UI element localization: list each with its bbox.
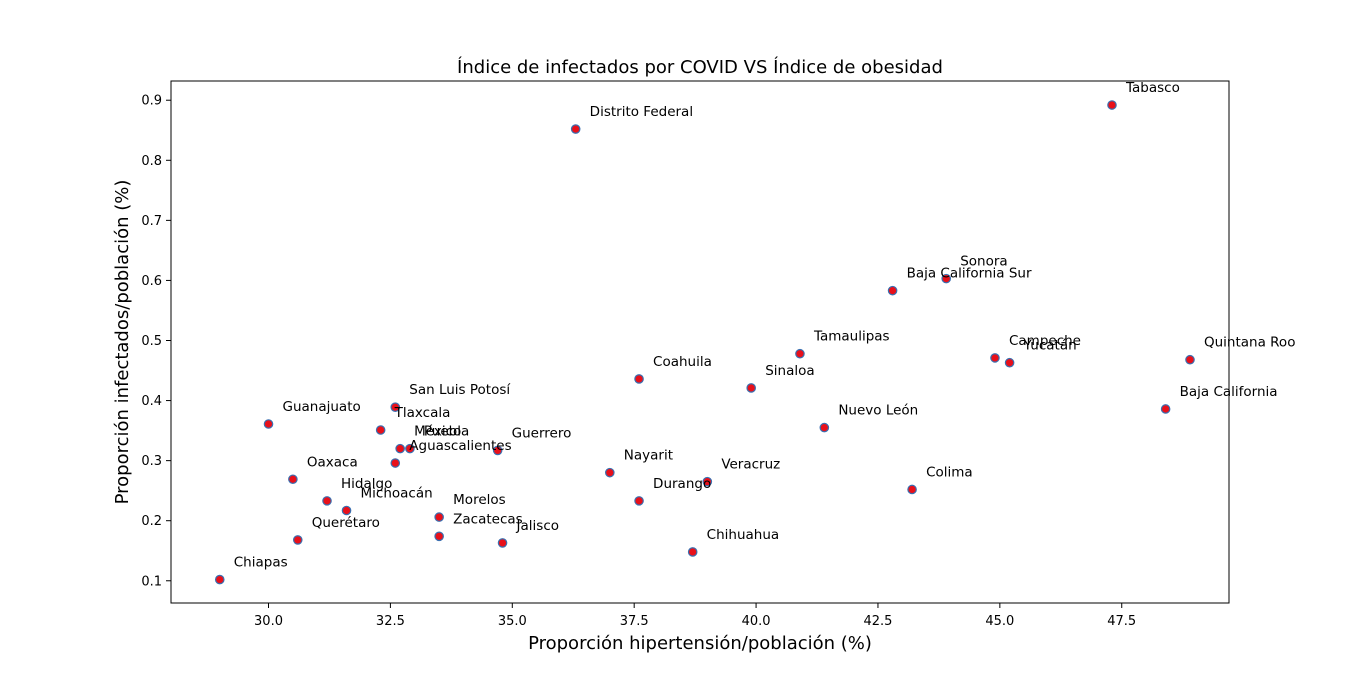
data-point — [263, 419, 274, 429]
data-point — [795, 348, 805, 359]
point-label: Hidalgo — [341, 476, 392, 492]
y-tick-label: 0.8 — [141, 154, 162, 169]
x-tick-label: 42.5 — [863, 614, 892, 629]
data-point — [1185, 354, 1195, 365]
x-tick-label: 32.5 — [376, 614, 405, 629]
point-label: Querétaro — [312, 515, 380, 531]
data-point — [292, 535, 303, 545]
data-point — [492, 445, 503, 456]
y-tick-label: 0.3 — [141, 454, 162, 469]
data-point — [322, 496, 332, 506]
point-label: Durango — [653, 476, 711, 492]
data-point — [941, 273, 952, 284]
y-tick-label: 0.1 — [141, 574, 162, 589]
point-label: Guanajuato — [283, 399, 361, 415]
data-point — [907, 484, 917, 495]
data-point — [1160, 404, 1171, 414]
y-axis: 0.1 0.2 0.3 0.4 0.5 0.6 0.7 0.8 0.9 — [141, 94, 171, 589]
data-point — [214, 574, 225, 585]
point-label: Tabasco — [1125, 80, 1180, 96]
point-label: Sonora — [960, 254, 1007, 270]
data-point — [819, 422, 830, 433]
point-label: San Luis Potosí — [409, 382, 511, 398]
point-label: Puebla — [424, 424, 469, 440]
point-label: Guerrero — [512, 425, 572, 441]
point-label: Coahuila — [653, 354, 712, 370]
data-point — [1004, 357, 1015, 368]
point-label: Yucatán — [1023, 338, 1077, 354]
data-point — [746, 383, 756, 393]
point-label: Michoacán — [361, 485, 433, 501]
point-label: Campeche — [1009, 333, 1081, 349]
x-axis-label: Proporción hipertensión/población (%) — [528, 633, 872, 654]
data-point — [570, 124, 581, 134]
y-tick-label: 0.2 — [141, 514, 162, 529]
data-point — [702, 476, 713, 487]
point-label: Baja California Sur — [907, 266, 1032, 282]
point-label: Morelos — [453, 492, 506, 508]
y-tick-label: 0.5 — [141, 334, 162, 349]
point-label: Veracruz — [721, 457, 780, 473]
data-point — [434, 531, 444, 542]
point-label: Distrito Federal — [590, 104, 693, 120]
point-label: México — [414, 424, 461, 440]
data-point — [375, 425, 386, 435]
point-label: Colima — [926, 464, 973, 480]
data-point — [990, 353, 1000, 363]
x-tick-label: 40.0 — [742, 614, 771, 629]
data-point — [390, 402, 401, 412]
data-point — [634, 374, 644, 384]
x-tick-label: 45.0 — [985, 614, 1014, 629]
y-tick-label: 0.9 — [141, 94, 162, 109]
point-label: Tamaulipas — [813, 329, 890, 345]
point-label: Nayarit — [624, 448, 673, 464]
point-label: Zacatecas — [453, 511, 523, 527]
point-label: Quintana Roo — [1204, 335, 1295, 351]
y-tick-label: 0.4 — [141, 394, 162, 409]
x-tick-label: 30.0 — [254, 614, 283, 629]
point-label: Sinaloa — [765, 363, 814, 379]
point-label: Tlaxcala — [394, 405, 451, 421]
y-tick-label: 0.6 — [141, 274, 162, 289]
point-label: Chihuahua — [707, 527, 780, 543]
point-label: Aguascalientes — [409, 438, 511, 454]
point-label: Chiapas — [234, 555, 288, 571]
plot-area — [170, 80, 1230, 604]
data-point — [634, 496, 644, 506]
data-points — [214, 100, 1195, 585]
data-point — [605, 467, 615, 478]
point-label: Baja California — [1180, 384, 1278, 400]
x-tick-label: 47.5 — [1107, 614, 1136, 629]
data-point — [1107, 100, 1117, 110]
data-point — [390, 458, 401, 468]
point-label: Oaxaca — [307, 454, 358, 470]
data-point — [687, 547, 698, 557]
data-point — [341, 505, 352, 516]
x-tick-label: 37.5 — [620, 614, 649, 629]
y-tick-label: 0.7 — [141, 214, 162, 229]
chart-title: Índice de infectados por COVID VS Índice… — [457, 56, 943, 78]
x-tick-label: 35.0 — [498, 614, 527, 629]
point-label: Jalisco — [516, 518, 559, 534]
data-point — [887, 285, 898, 296]
y-axis-label: Proporción infectados/población (%) — [112, 180, 133, 505]
x-axis: 30.0 32.5 35.0 37.5 40.0 42.5 45.0 47.5 — [254, 603, 1136, 629]
data-point — [497, 538, 508, 548]
point-label: Nuevo León — [838, 403, 918, 419]
data-point — [288, 474, 298, 485]
data-point — [395, 443, 405, 454]
data-point — [434, 512, 444, 522]
data-point — [405, 443, 415, 454]
